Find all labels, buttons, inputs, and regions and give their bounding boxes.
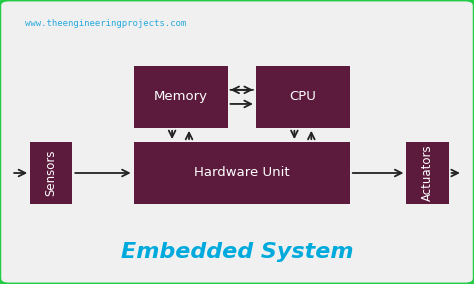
Text: Hardware Unit: Hardware Unit	[194, 166, 290, 179]
FancyBboxPatch shape	[406, 142, 449, 204]
Text: Memory: Memory	[154, 90, 208, 103]
FancyBboxPatch shape	[134, 142, 350, 204]
FancyBboxPatch shape	[256, 66, 350, 128]
Text: www.theengineeringprojects.com: www.theengineeringprojects.com	[25, 19, 187, 28]
Text: Sensors: Sensors	[45, 150, 58, 196]
Text: CPU: CPU	[290, 90, 316, 103]
FancyBboxPatch shape	[134, 66, 228, 128]
Text: Actuators: Actuators	[421, 145, 434, 201]
Text: Embedded System: Embedded System	[121, 242, 353, 262]
FancyBboxPatch shape	[30, 142, 73, 204]
